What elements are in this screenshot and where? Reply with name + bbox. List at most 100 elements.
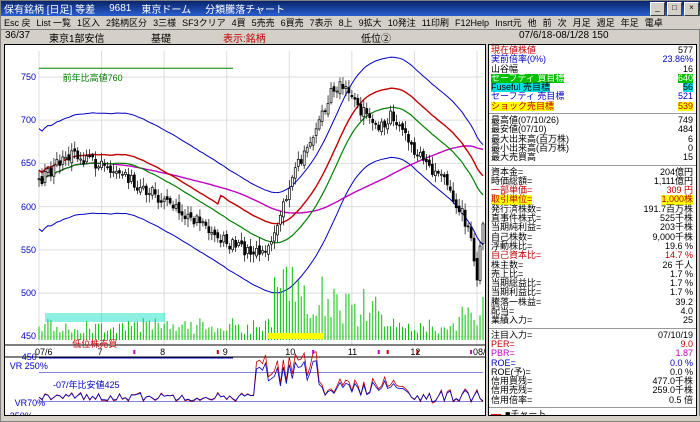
info-row: 信用売残= 259.0千株 <box>489 385 696 396</box>
info-row: ROE= 0.0 % <box>489 357 696 368</box>
info-row: 時価総額= 1,111億円 <box>489 175 696 186</box>
info-value: 07/10/19 <box>657 329 693 340</box>
menu-item-0[interactable]: Esc 戻 <box>4 18 31 28</box>
menu-item-1[interactable]: List 一覧 <box>36 18 72 28</box>
info-value: 1,111億円 <box>653 175 693 186</box>
info-value: 6 <box>687 133 693 144</box>
info-row: 直事件株式= 525千株 <box>489 213 696 223</box>
maximize-button[interactable]: □ <box>667 2 682 16</box>
info-row: 最安値(07/10) 484 <box>489 124 696 135</box>
info-row: 当期総益比= 1.7 % <box>489 278 696 288</box>
menu-item-8[interactable]: 6買売 <box>280 18 304 28</box>
info-label: セーフティ 売目標 <box>491 91 565 102</box>
window-buttons: _ □ × <box>650 2 699 16</box>
info-value: 577 <box>677 45 693 55</box>
info-label: 業績入力= <box>491 315 533 326</box>
info-value: 484 <box>677 124 693 135</box>
info-label: 取引単位= <box>491 194 533 205</box>
info-value: 309 円 <box>666 185 693 196</box>
info-label: PER= <box>491 338 515 349</box>
minimize-button[interactable]: _ <box>650 2 665 16</box>
info-value: 1.7 % <box>669 287 693 298</box>
close-button[interactable]: × <box>684 2 699 16</box>
info-value: 477.0千株 <box>652 376 693 387</box>
info-label: 一部単価= <box>491 185 533 196</box>
info-row: 売上比= 1.7 % <box>489 269 696 279</box>
x-tick-label: 12 <box>410 347 421 357</box>
menu-item-4[interactable]: 3三様 <box>153 18 177 28</box>
info-value: 14.7 % <box>664 250 693 261</box>
info-row: ROE(予)= 0.0 % <box>489 366 696 377</box>
menu-item-18[interactable]: 次 <box>557 18 567 28</box>
menu-item-14[interactable]: F12Help <box>455 17 490 28</box>
info-value: 0.5 倍 <box>668 394 693 405</box>
info-value: 0.0 % <box>669 366 693 377</box>
info-label: 最安値(07/10) <box>491 124 547 135</box>
menu-item-12[interactable]: 10発注 <box>387 18 416 28</box>
info-value: 749 <box>677 115 693 126</box>
menu-item-13[interactable]: 11印刷 <box>421 18 450 28</box>
info-row: 当期利益比= 1.7 % <box>489 287 696 298</box>
info-value: 25 <box>682 315 693 326</box>
menu-item-6[interactable]: 4買 <box>231 18 246 28</box>
record-counter: 36/37 <box>5 30 31 41</box>
info-label: ROE(予)= <box>491 366 531 377</box>
info-label: 株主数= <box>491 259 524 270</box>
menu-item-2[interactable]: 1区入 <box>77 18 101 28</box>
chart-annotation: -07/年比安値425 <box>53 380 120 390</box>
menu-item-9[interactable]: 7表示 <box>309 18 333 28</box>
info-row: 資本金= 204億円 <box>489 166 696 177</box>
info-row: 配当= 4.0 <box>489 306 696 317</box>
base-label: 基礎 <box>151 34 171 45</box>
info-value: 259.0千株 <box>652 385 693 396</box>
info-label: 注目入力= <box>491 329 533 340</box>
menu-item-19[interactable]: 月足 <box>572 18 591 28</box>
info-label: 資本金= <box>491 166 524 177</box>
info-top-block: 現在値株値 577 実前倍率(0%) 23.86% 山谷幅 16 セーフティ 買目標 640 F… <box>489 45 696 112</box>
menu-item-10[interactable]: 8上 <box>338 18 353 28</box>
info-value: 4.0 <box>680 306 693 317</box>
info-row: 現在値株値 577 <box>489 45 696 55</box>
menu-bar: Esc 戻 List 一覧 1区入 2銘柄区分 3三様 SF3クリア 4買 5売売 6買売 7表示… <box>1 16 700 30</box>
info-row: 山谷幅 16 <box>489 63 696 74</box>
info-value: 640 <box>677 72 693 84</box>
info-label: 自己株数= <box>491 231 533 242</box>
menu-item-22[interactable]: 電卓 <box>644 18 663 28</box>
info-label: Fuseful 売目標 <box>491 82 551 93</box>
info-label: 最高値(07/10/26) <box>491 115 560 126</box>
y-tick-label: 750 <box>20 71 36 82</box>
menu-item-21[interactable]: 年足 <box>620 18 639 28</box>
menu-item-20[interactable]: 週足 <box>596 18 615 28</box>
info-row: 自己資本比= 14.7 % <box>489 250 696 261</box>
window-chart-kind: 分類騰落チャート <box>205 5 285 16</box>
info-value: 15 <box>682 152 693 163</box>
menu-item-15[interactable]: Insrt元 <box>495 18 522 28</box>
info-label: 自己資本比= <box>491 250 542 261</box>
x-tick-label: 8 <box>160 347 166 357</box>
info-row: 最小出来高(百万株) 0 <box>489 142 696 153</box>
low-price-note: 低位② <box>361 34 391 45</box>
info-row: 信用買残= 477.0千株 <box>489 376 696 387</box>
menu-item-3[interactable]: 2銘柄区分 <box>106 18 148 28</box>
menu-item-5[interactable]: SF3クリア <box>182 18 226 28</box>
menu-item-7[interactable]: 5売売 <box>251 18 275 28</box>
info-label: ROE= <box>491 357 516 368</box>
info-label: 信用倍率= <box>491 394 533 405</box>
info-label: 騰落一株益= <box>491 296 542 307</box>
x-tick-label: 08/1 <box>473 347 486 357</box>
menu-item-17[interactable]: 前 <box>542 18 552 28</box>
legend-color-swatch <box>491 413 501 415</box>
info-row: セーフティ 買目標 640 <box>489 72 696 84</box>
window-title: 保有銘柄 [日足] 等差 <box>4 5 96 16</box>
info-row: 信用倍率= 0.5 倍 <box>489 394 696 405</box>
info-label: 山谷幅 <box>491 63 519 74</box>
window-symbol-name: 東京ドーム <box>141 5 192 16</box>
info-value: 19.6 % <box>664 240 693 251</box>
menu-item-11[interactable]: 9拡大 <box>358 18 382 28</box>
menu-item-16[interactable]: 他 <box>527 18 537 28</box>
info-value: 56 <box>682 82 693 93</box>
info-value: 0 <box>687 142 693 153</box>
y-tick-label: 700 <box>20 115 36 126</box>
